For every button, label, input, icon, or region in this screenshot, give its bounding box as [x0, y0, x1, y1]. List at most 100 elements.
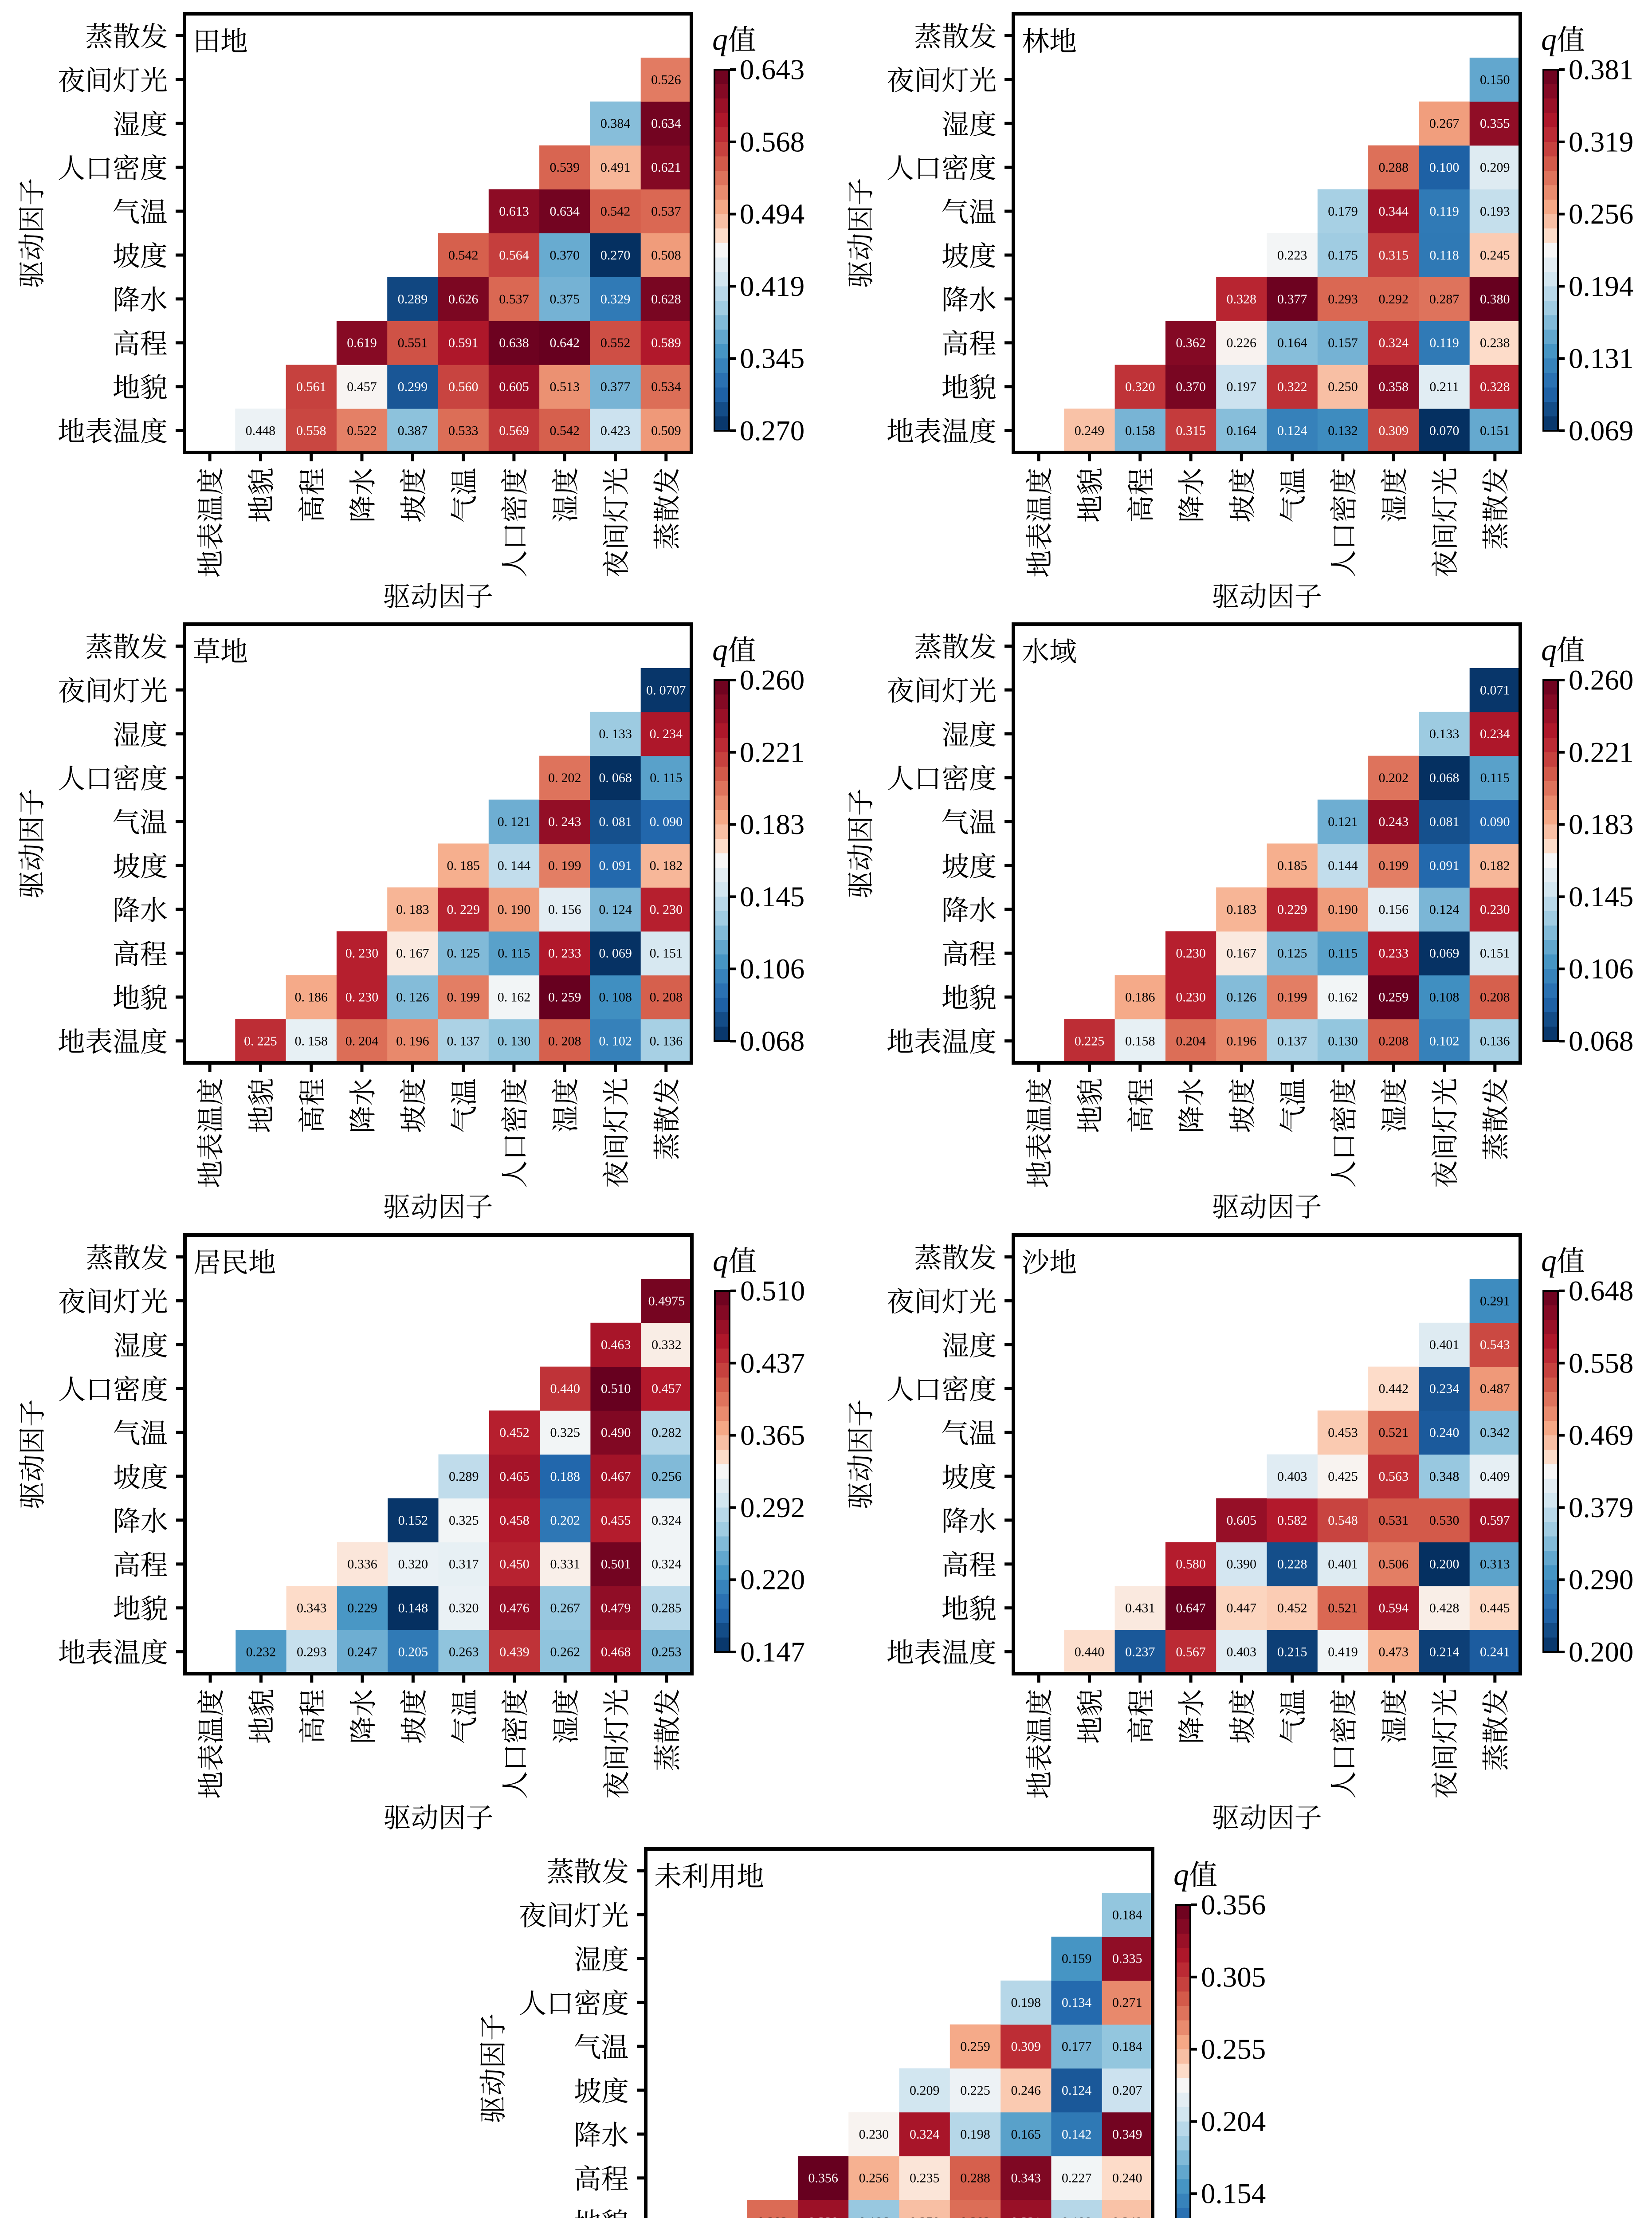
svg-text:0.230: 0.230	[650, 902, 683, 917]
svg-text:0.249: 0.249	[1112, 2215, 1142, 2218]
svg-text:0.069: 0.069	[599, 946, 632, 961]
svg-text:0.115: 0.115	[650, 771, 682, 785]
svg-text:0.108: 0.108	[599, 990, 632, 1005]
svg-text:0.455: 0.455	[601, 1513, 631, 1528]
svg-text:0.118: 0.118	[1429, 248, 1459, 263]
svg-text:0.198: 0.198	[1011, 1995, 1041, 2010]
svg-text:0.419: 0.419	[740, 271, 804, 303]
svg-text:0.289: 0.289	[398, 292, 428, 307]
svg-text:0.196: 0.196	[396, 1034, 429, 1049]
svg-text:0.288: 0.288	[1378, 160, 1409, 175]
svg-text:0.184: 0.184	[1112, 1907, 1142, 1922]
svg-text:0.208: 0.208	[1480, 990, 1510, 1005]
svg-text:0.106: 0.106	[740, 953, 804, 985]
svg-text:0.440: 0.440	[1075, 1645, 1105, 1660]
svg-text:0.335: 0.335	[1112, 1951, 1142, 1966]
svg-text:0.315: 0.315	[1378, 248, 1409, 263]
svg-text:0.387: 0.387	[398, 424, 428, 438]
svg-text:0.521: 0.521	[1378, 1425, 1409, 1440]
svg-text:0.465: 0.465	[499, 1469, 530, 1484]
svg-text:0.605: 0.605	[1227, 1513, 1257, 1528]
svg-text:0.569: 0.569	[499, 424, 529, 438]
svg-text:0.069: 0.069	[1429, 946, 1460, 961]
svg-text:0.343: 0.343	[1011, 2171, 1041, 2186]
svg-text:0.230: 0.230	[345, 946, 379, 961]
svg-text:0.130: 0.130	[1328, 1034, 1358, 1049]
svg-text:0.282: 0.282	[960, 2215, 990, 2218]
svg-text:0.344: 0.344	[1378, 204, 1409, 219]
svg-text:0.491: 0.491	[600, 160, 631, 175]
svg-text:0.230: 0.230	[1176, 946, 1206, 961]
svg-text:0.561: 0.561	[296, 380, 326, 394]
svg-text:0.234: 0.234	[650, 727, 683, 741]
svg-text:0.463: 0.463	[601, 1337, 631, 1352]
svg-text:0.409: 0.409	[1480, 1469, 1510, 1484]
svg-text:0.537: 0.537	[499, 292, 529, 307]
svg-text:0.243: 0.243	[1378, 814, 1409, 829]
svg-text:0.365: 0.365	[740, 1420, 805, 1451]
svg-text:0.558: 0.558	[1569, 1347, 1633, 1379]
svg-text:0.642: 0.642	[549, 336, 580, 350]
svg-text:0.124: 0.124	[1277, 424, 1307, 438]
svg-text:0.342: 0.342	[1480, 1425, 1510, 1440]
svg-text:0.221: 0.221	[1569, 736, 1633, 768]
svg-text:0.370: 0.370	[549, 248, 580, 263]
svg-text:0.638: 0.638	[499, 336, 529, 350]
svg-text:0.246: 0.246	[1011, 2083, 1041, 2098]
svg-text:0.358: 0.358	[1378, 380, 1409, 394]
svg-text:0.226: 0.226	[1227, 336, 1257, 350]
svg-text:0.119: 0.119	[1429, 336, 1459, 350]
svg-text:0.119: 0.119	[1429, 204, 1459, 219]
svg-text:0.331: 0.331	[550, 1557, 580, 1572]
svg-text:0.0707: 0. 0707	[646, 683, 686, 697]
svg-text:q: q	[1173, 1858, 1189, 1892]
svg-text:0.580: 0.580	[1176, 1557, 1206, 1572]
svg-text:0.403: 0.403	[1227, 1645, 1257, 1660]
svg-text:0.204: 0.204	[345, 1034, 379, 1049]
svg-text:0.186: 0.186	[1125, 990, 1155, 1005]
svg-text:0.159: 0.159	[1062, 1951, 1092, 1966]
svg-text:0.230: 0.230	[345, 990, 379, 1005]
svg-text:0.225: 0.225	[244, 1034, 277, 1049]
svg-text:0.634: 0.634	[651, 116, 681, 131]
svg-text:0.552: 0.552	[600, 336, 631, 350]
svg-text:0.157: 0.157	[1328, 336, 1358, 350]
svg-text:0.349: 0.349	[1112, 2127, 1142, 2142]
svg-text:0.647: 0.647	[1176, 1601, 1206, 1616]
svg-text:0.260: 0.260	[740, 665, 804, 696]
svg-text:0.262: 0.262	[550, 1645, 580, 1660]
svg-text:0.331: 0.331	[1011, 2215, 1041, 2218]
svg-text:0.204: 0.204	[1201, 2106, 1266, 2138]
svg-text:0.158: 0.158	[295, 1034, 328, 1049]
svg-text:0.133: 0.133	[599, 727, 632, 741]
svg-text:0.299: 0.299	[398, 380, 428, 394]
svg-text:0.145: 0.145	[1569, 881, 1633, 913]
svg-text:0.215: 0.215	[1277, 1645, 1307, 1660]
svg-text:0.137: 0.137	[447, 1034, 480, 1049]
svg-text:0.401: 0.401	[1328, 1557, 1358, 1572]
svg-text:0.324: 0.324	[651, 1513, 682, 1528]
svg-text:0.225: 0.225	[960, 2083, 990, 2098]
svg-text:q: q	[1541, 23, 1557, 57]
svg-text:0.184: 0.184	[1112, 2039, 1142, 2054]
svg-text:0.125: 0.125	[1277, 946, 1307, 961]
svg-text:0.202: 0.202	[1378, 771, 1409, 785]
svg-text:0.487: 0.487	[1480, 1381, 1510, 1396]
svg-text:0.542: 0.542	[549, 424, 580, 438]
svg-text:0.320: 0.320	[398, 1557, 428, 1572]
svg-text:0.428: 0.428	[1429, 1601, 1460, 1616]
svg-text:0.190: 0.190	[1328, 902, 1358, 917]
svg-text:0.439: 0.439	[499, 1645, 530, 1660]
svg-text:0.182: 0.182	[650, 858, 683, 873]
svg-text:0.594: 0.594	[1378, 1601, 1409, 1616]
svg-text:0.144: 0.144	[1328, 858, 1358, 873]
svg-text:0.377: 0.377	[600, 380, 631, 394]
svg-text:0.068: 0.068	[740, 1026, 804, 1058]
svg-text:0.542: 0.542	[600, 204, 631, 219]
svg-text:0.151: 0.151	[1480, 424, 1510, 438]
svg-text:0.320: 0.320	[449, 1601, 479, 1616]
svg-text:0.136: 0.136	[1480, 1034, 1510, 1049]
svg-text:0.204: 0.204	[1176, 1034, 1206, 1049]
svg-text:0.589: 0.589	[651, 336, 681, 350]
svg-text:0.186: 0.186	[859, 2215, 889, 2218]
